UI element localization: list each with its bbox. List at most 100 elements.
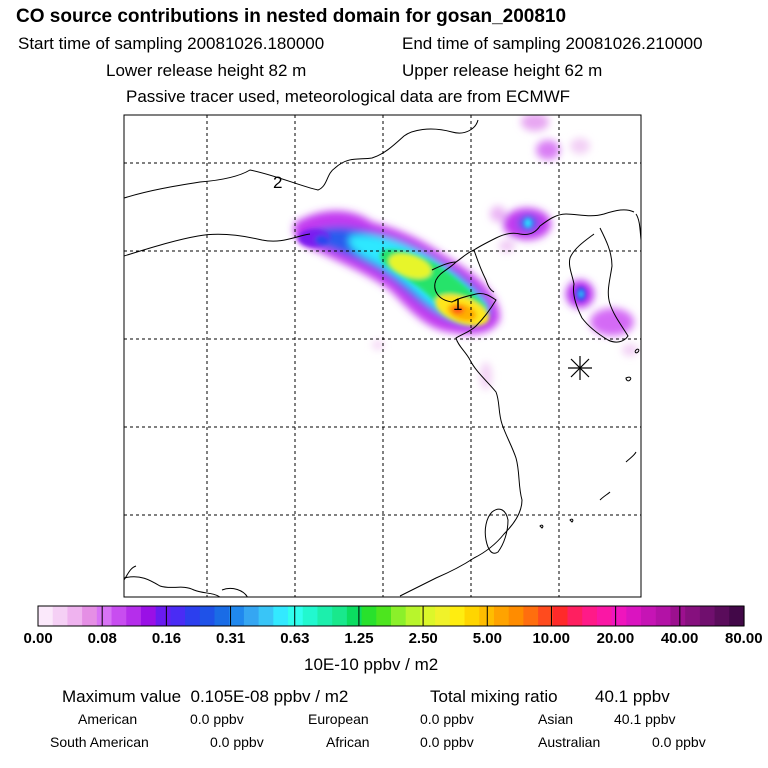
colorbar-cell [523,606,539,626]
colorbar-cell [655,606,672,626]
colorbar-cell [567,606,583,626]
colorbar-cell [464,606,480,626]
korea-coast [569,227,629,343]
colorbar-cell [729,606,745,626]
total-mixing-title: Total mixing ratio [430,687,558,706]
blob-top-3 [570,138,590,154]
colorbar-cell [214,606,230,626]
region-name-asian: Asian [538,711,574,727]
colorbar-cell [714,606,730,626]
island-3 [539,524,544,529]
colorbar-cell [346,606,363,626]
ryukyu-2 [599,491,611,501]
colorbar-cell [317,606,333,626]
colorbar-cell [170,606,186,626]
colorbar-cell [96,606,113,626]
colorbar-cell [405,606,422,626]
colorbar-cell [376,606,392,626]
inner-china [124,565,137,581]
colorbar-tick-label: 0.31 [216,630,246,647]
colorbar-cell [302,606,319,626]
region-value-american: 0.0 ppbv [190,711,244,727]
map-frame [123,114,642,598]
marker-label-2: 2 [273,173,282,192]
colorbar-cell [449,606,466,626]
blob-blue-1 [315,235,329,245]
region-value-asian: 40.1 ppbv [614,711,676,727]
ryukyu-1 [625,451,637,463]
china-east-coast [399,359,523,597]
blob-korea-cyan [579,291,583,297]
colorbar-cell [332,606,348,626]
colorbar-cell [155,606,171,626]
colorbar-cell [641,606,657,626]
lower-release-text: Lower release height 82 m [106,61,307,80]
colorbar-tick-label: 20.00 [596,630,635,647]
colorbar-cell [229,606,245,626]
island-2 [634,348,640,354]
colorbar-cell [626,606,642,626]
colorbar-cell [273,606,289,626]
colorbar-cell [361,606,377,626]
colorbar-tick-label: 1.25 [344,630,374,647]
colorbar-tick-label: 0.16 [151,630,182,647]
colorbar-tick-label: 0.00 [23,630,53,647]
colorbar-ticks [101,606,681,626]
receptor-star-icon [568,356,592,380]
colorbar-cell [199,606,216,626]
region-value-african: 0.0 ppbv [420,734,474,750]
chart-title: CO source contributions in nested domain… [16,6,567,27]
blob-top-2 [536,140,560,160]
colorbar-cell [670,606,686,626]
max-value-text: 0.105E-08 ppbv / m2 [190,687,349,706]
hainan [221,587,248,597]
colorbar-tick-label: 5.00 [472,630,502,647]
colorbar-cells [38,606,745,626]
region-value-south-american: 0.0 ppbv [210,734,264,750]
region-value-european: 0.0 ppbv [420,711,474,727]
colorbar-cell [82,606,98,626]
tracer-note-text: Passive tracer used, meteorological data… [126,87,571,106]
core-yellow-1 [388,253,432,279]
inner-border [124,233,311,257]
colorbar-tick-label: 2.50 [408,630,438,647]
island-4 [569,518,574,523]
colorbar-cell [140,606,157,626]
colorbar-cell [258,606,274,626]
blob-mid-2 [499,240,515,252]
bohai-north [455,209,635,263]
region-value-australian: 0.0 ppbv [652,734,706,750]
colorbar-cell [699,606,716,626]
colorbar-cell [552,606,569,626]
max-value-title: Maximum value [62,687,182,706]
blob-mid-4 [480,362,492,390]
blob-mid-1 [490,206,506,222]
core-red [452,306,464,314]
colorbar-cell [435,606,451,626]
colorbar-cell [391,606,407,626]
region-name-american: American [78,711,138,727]
region-name-european: European [308,711,369,727]
upper-release-text: Upper release height 62 m [402,61,603,80]
colorbar-units: 10E-10 ppbv / m2 [304,655,439,674]
colorbar-cell [126,606,142,626]
region-name-australian: Australian [538,734,601,750]
liaodong-peninsula [473,249,495,293]
colorbar-tick-label: 10.00 [532,630,570,647]
blob-mid-5 [622,344,638,356]
start-sampling-text: Start time of sampling 20081026.180000 [18,34,325,53]
colorbar-cell [185,606,201,626]
marker-label-1: 1 [453,295,462,314]
island-1 [625,376,632,382]
taiwan [484,508,509,554]
colorbar-cell [38,606,54,626]
colorbar-cell [67,606,83,626]
vietnam-border [124,576,221,597]
colorbar-cell [288,606,304,626]
colorbar-tick-label: 40.00 [660,630,699,647]
colorbar-cell [420,606,436,626]
blob-mid-3 [372,340,384,350]
colorbar-cell [685,606,701,626]
